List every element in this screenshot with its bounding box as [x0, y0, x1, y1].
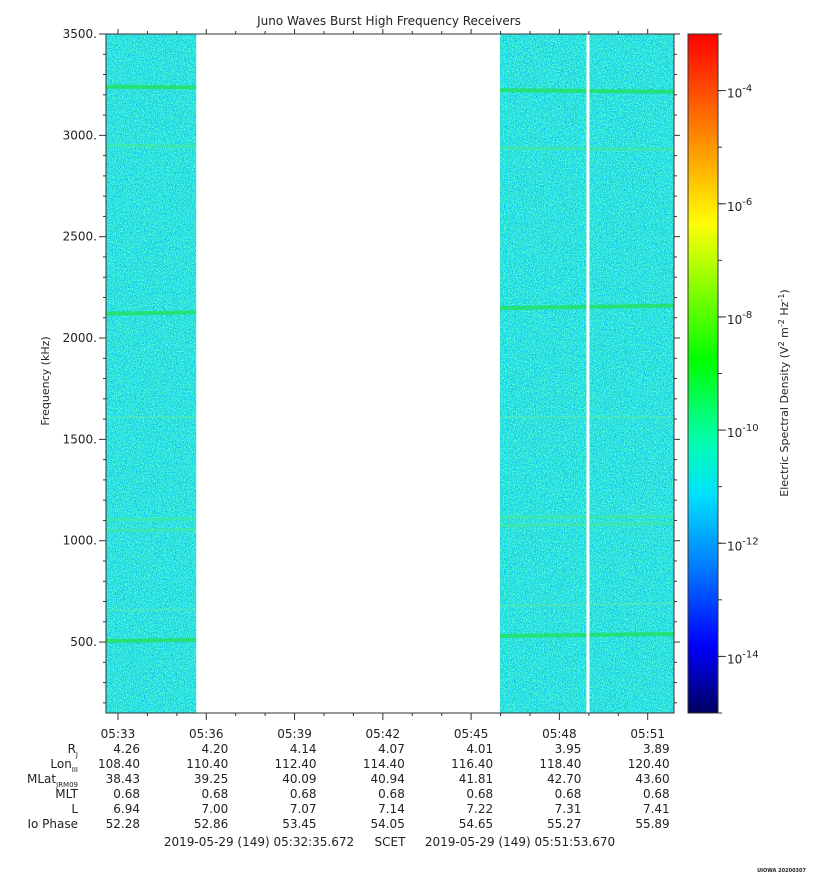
ephemeris-value: 52.86: [194, 817, 228, 831]
ephemeris-value: 4.14: [290, 742, 317, 756]
ephemeris-row-label: Io Phase: [27, 817, 78, 831]
ephemeris-value: 0.68: [378, 787, 405, 801]
colorbar-tick-label: 10-4: [727, 84, 752, 101]
ephemeris-value: 53.45: [282, 817, 316, 831]
colorbar-tick-label: 10-8: [727, 310, 752, 327]
ephemeris-value: 3.89: [643, 742, 670, 756]
x-tick-label: 05:42: [366, 727, 401, 741]
data-gap: [586, 34, 590, 713]
plot-frame: [105, 33, 675, 714]
colorbar: [687, 33, 719, 714]
ephemeris-value: 4.01: [466, 742, 493, 756]
ephemeris-value: 38.43: [106, 772, 140, 786]
ephemeris-value: 0.68: [290, 787, 317, 801]
noise-texture: [589, 34, 674, 713]
noise-texture: [499, 34, 587, 713]
ephemeris-value: 43.60: [635, 772, 669, 786]
ephemeris-value: 55.89: [635, 817, 669, 831]
y-tick-label: 1000.: [63, 534, 97, 548]
y-tick-label: 3000.: [63, 128, 97, 142]
ephemeris-value: 120.40: [628, 757, 670, 771]
colorbar-tick-label: 10-10: [727, 423, 759, 440]
y-axis: 500. 1000. 1500. 2000. 2500. 3000. 3500.: [63, 27, 680, 704]
ephemeris-value: 0.68: [466, 787, 493, 801]
y-tick-label: 2000.: [63, 331, 97, 345]
ephemeris-row-label: L: [71, 802, 78, 816]
ephemeris-value: 7.41: [643, 802, 670, 816]
ephemeris-table: RJ 4.26 4.20 4.14 4.07 4.01 3.95 3.89 LonIII 108.…: [27, 742, 670, 831]
ephemeris-value: 114.40: [363, 757, 405, 771]
colorbar-tick-label: 10-6: [727, 197, 752, 214]
ephemeris-value: 108.40: [98, 757, 140, 771]
ephemeris-value: 6.94: [113, 802, 140, 816]
colorbar-tick-label: 10-12: [727, 536, 759, 553]
chart-title: Juno Waves Burst High Frequency Receiver…: [256, 14, 521, 28]
ephemeris-value: 118.40: [539, 757, 581, 771]
data-gaps: [196, 34, 590, 713]
data-gap: [196, 34, 500, 713]
colorbar-label: Electric Spectral Density (V2 m-2 Hz-1): [777, 289, 791, 496]
colorbar-ticks: 10-4 10-6 10-8 10-10 10-12 10-14: [718, 33, 759, 714]
time-start: 2019-05-29 (149) 05:32:35.672: [164, 835, 354, 849]
ephemeris-value: 116.40: [451, 757, 493, 771]
time-system: SCET: [375, 835, 407, 849]
x-axis: 05:33 05:36 05:39 05:42 05:45 05:48 05:51: [101, 29, 665, 741]
ephemeris-value: 7.14: [378, 802, 405, 816]
ephemeris-value: 112.40: [275, 757, 317, 771]
y-axis-label: Frequency (kHz): [39, 336, 52, 425]
stamp: UIOWA 20200307: [757, 868, 806, 874]
ephemeris-value: 39.25: [194, 772, 228, 786]
y-tick-label: 500.: [70, 635, 97, 649]
ephemeris-value: 4.20: [202, 742, 229, 756]
ephemeris-value: 55.27: [547, 817, 581, 831]
x-tick-label: 05:33: [101, 727, 136, 741]
colorbar-tick-label: 10-14: [727, 649, 759, 666]
ephemeris-value: 7.07: [290, 802, 317, 816]
time-end: 2019-05-29 (149) 05:51:53.670: [425, 835, 615, 849]
x-tick-label: 05:36: [189, 727, 224, 741]
ephemeris-value: 0.68: [643, 787, 670, 801]
ephemeris-value: 54.05: [370, 817, 404, 831]
ephemeris-value: 4.07: [378, 742, 405, 756]
x-tick-label: 05:48: [542, 727, 577, 741]
ephemeris-value: 0.68: [555, 787, 582, 801]
x-tick-label: 05:39: [277, 727, 312, 741]
x-tick-label: 05:45: [454, 727, 489, 741]
x-tick-label: 05:51: [630, 727, 665, 741]
ephemeris-value: 40.94: [370, 772, 404, 786]
ephemeris-row-label: LonIII: [50, 757, 78, 774]
ephemeris-value: 7.22: [466, 802, 493, 816]
y-tick-label: 1500.: [63, 432, 97, 446]
ephemeris-value: 52.28: [106, 817, 140, 831]
ephemeris-value: 40.09: [282, 772, 316, 786]
ephemeris-value: 110.40: [186, 757, 228, 771]
ephemeris-value: 54.65: [459, 817, 493, 831]
ephemeris-value: 0.68: [202, 787, 229, 801]
ephemeris-value: 41.81: [459, 772, 493, 786]
ephemeris-row-label: RJ: [68, 742, 78, 759]
ephemeris-value: 4.26: [113, 742, 140, 756]
ephemeris-value: 42.70: [547, 772, 581, 786]
ephemeris-value: 3.95: [555, 742, 582, 756]
spectrogram-plot: [106, 34, 674, 713]
ephemeris-value: 0.68: [113, 787, 140, 801]
ephemeris-value: 7.00: [202, 802, 229, 816]
ephemeris-value: 7.31: [555, 802, 582, 816]
ephemeris-row-label: MLatJRM09: [27, 772, 78, 789]
y-tick-label: 2500.: [63, 230, 97, 244]
y-tick-label: 3500.: [63, 27, 97, 41]
ephemeris-row-label: MLT: [55, 787, 78, 801]
